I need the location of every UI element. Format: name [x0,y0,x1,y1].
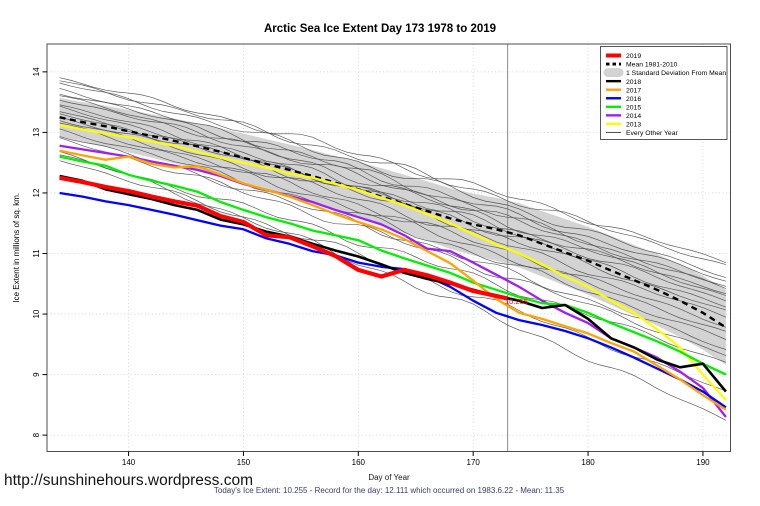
legend-box [600,46,728,140]
x-tick-label: 170 [467,458,481,467]
every-other-year-line [59,82,726,278]
every-other-year-line [59,95,727,296]
every-other-year-line [59,99,726,287]
legend-label: 2015 [626,104,641,111]
current-value-annotation: 10.255 [505,297,528,306]
series-2017-line [59,149,727,411]
y-tick-label: 9 [32,372,41,377]
every-other-year-line [59,120,727,328]
y-tick-label: 13 [32,127,41,136]
series-2013-line [59,123,727,401]
footer-stats-line: Today's Ice Extent: 10.255 - Record for … [213,486,565,495]
series-2015-line [59,155,727,376]
y-tick-label: 10 [32,309,41,318]
y-tick-label: 14 [32,67,41,76]
series-2018-line [59,174,727,393]
every-other-year-line [59,122,727,332]
y-axis-title: Ice Extent in millions of sq. km. [12,193,21,303]
legend-label: 2019 [626,53,641,60]
legend-label: 2014 [626,113,641,120]
legend-label: 2018 [626,79,641,86]
every-other-year-line [59,104,727,302]
every-other-year-line [59,116,727,318]
legend-label: 1 Standard Deviation From Mean [626,70,726,77]
legend-label: 2016 [626,96,641,103]
legend-label: 2017 [626,87,641,94]
x-tick-label: 180 [581,458,595,467]
y-tick-label: 11 [32,249,41,258]
x-tick-label: 190 [696,458,710,467]
x-tick-label: 150 [237,458,251,467]
x-tick-label: 140 [122,458,136,467]
series-2019-line [59,175,509,301]
every-other-year-line [59,93,726,282]
y-tick-label: 12 [32,188,41,197]
legend-label: Every Other Year [626,130,678,137]
y-tick-label: 8 [32,432,41,437]
every-other-year-line [59,154,727,363]
watermark-url: http://sunshinehours.wordpress.com [4,472,253,489]
every-other-year-line [59,80,726,265]
every-other-year-line [59,128,727,340]
chart-title: Arctic Sea Ice Extent Day 173 1978 to 20… [263,23,497,35]
x-axis-title: Day of Year [368,473,410,482]
every-other-year-line [59,87,727,289]
every-other-year-line [59,137,727,356]
plot-box [46,43,731,452]
x-tick-label: 160 [352,458,366,467]
legend-label: Mean 1981-2010 [626,62,678,69]
every-other-year-line [59,77,727,264]
std-dev-band [59,97,726,365]
legend-label: 2013 [626,122,641,129]
every-other-year-line [59,113,726,295]
